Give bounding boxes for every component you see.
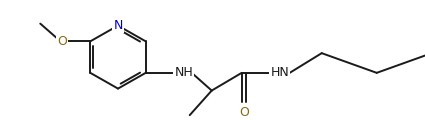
Text: O: O (239, 106, 249, 119)
Text: N: N (113, 19, 123, 32)
Text: NH: NH (174, 66, 193, 79)
Text: HN: HN (270, 66, 289, 79)
Text: O: O (57, 35, 67, 48)
